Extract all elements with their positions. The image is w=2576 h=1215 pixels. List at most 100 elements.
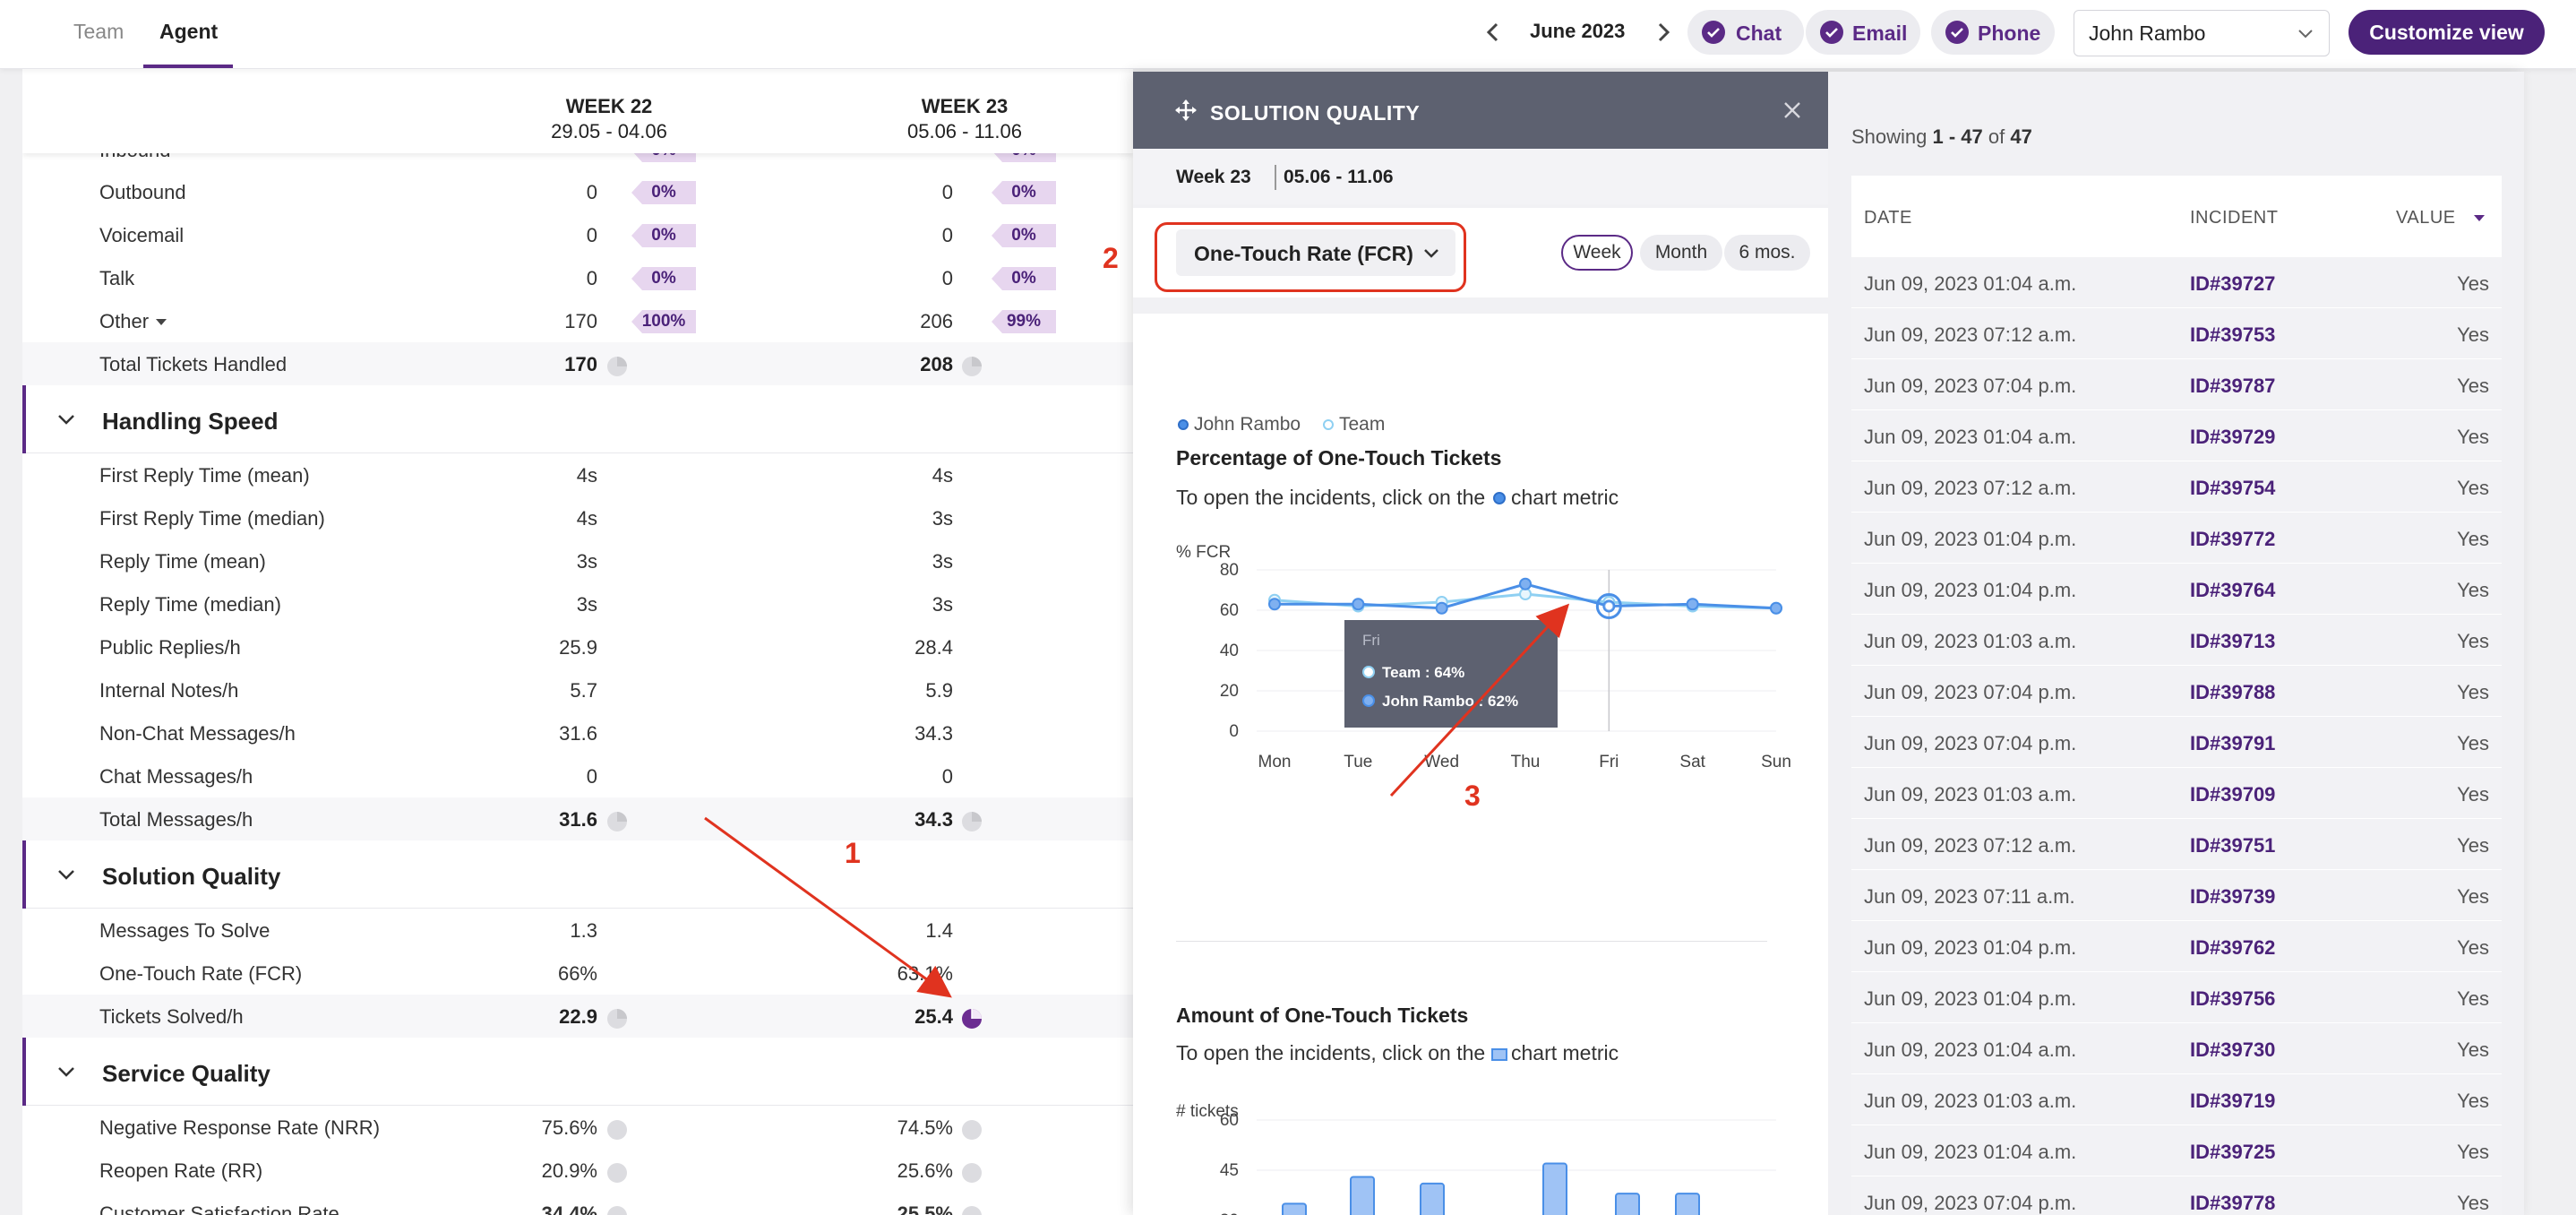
- close-icon[interactable]: [1782, 100, 1802, 120]
- sort-desc-icon[interactable]: [2473, 214, 2486, 223]
- incident-link[interactable]: ID#39727: [2190, 272, 2276, 295]
- gauge-icon[interactable]: [606, 1119, 628, 1141]
- range-month-button[interactable]: Month: [1640, 235, 1722, 271]
- data-point[interactable]: [1268, 598, 1281, 611]
- incident-row[interactable]: Jun 09, 2023 01:04 p.m. ID#39756 Yes: [1851, 971, 2502, 1023]
- channel-toggle-email[interactable]: Email: [1806, 10, 1920, 55]
- incident-link[interactable]: ID#39751: [2190, 834, 2276, 857]
- bar[interactable]: [1420, 1182, 1445, 1215]
- data-point[interactable]: [1435, 601, 1448, 615]
- incident-row[interactable]: Jun 09, 2023 01:04 a.m. ID#39730 Yes: [1851, 1022, 2502, 1074]
- incident-row[interactable]: Jun 09, 2023 01:04 a.m. ID#39727 Yes: [1851, 256, 2502, 308]
- incident-link[interactable]: ID#39725: [2190, 1141, 2276, 1163]
- highlighted-point-ring[interactable]: [1595, 593, 1622, 619]
- column-header-incident[interactable]: INCIDENT: [2190, 208, 2279, 228]
- bar[interactable]: [1542, 1162, 1567, 1215]
- table-row-expandable[interactable]: Other 170 100% 206 99%: [22, 299, 1133, 342]
- gauge-icon[interactable]: [606, 1162, 628, 1184]
- incident-row[interactable]: Jun 09, 2023 07:04 p.m. ID#39778 Yes: [1851, 1176, 2502, 1215]
- incident-row[interactable]: Jun 09, 2023 01:04 a.m. ID#39725 Yes: [1851, 1125, 2502, 1176]
- pie-icon[interactable]: [606, 356, 628, 377]
- incident-link[interactable]: ID#39719: [2190, 1090, 2276, 1112]
- section-solution-quality[interactable]: Solution Quality: [22, 840, 1133, 909]
- incident-link[interactable]: ID#39753: [2190, 323, 2276, 346]
- incident-link[interactable]: ID#39739: [2190, 885, 2276, 908]
- week23-value: 25.4: [914, 1005, 953, 1028]
- next-period-button[interactable]: [1650, 18, 1677, 47]
- tab-agent[interactable]: Agent: [159, 20, 219, 43]
- incident-link[interactable]: ID#39787: [2190, 375, 2276, 397]
- bar[interactable]: [1282, 1202, 1307, 1215]
- column-header-date[interactable]: DATE: [1864, 208, 1912, 228]
- pie-icon[interactable]: [606, 811, 628, 832]
- incident-row[interactable]: Jun 09, 2023 01:04 p.m. ID#39764 Yes: [1851, 563, 2502, 615]
- pie-icon-active[interactable]: [961, 1008, 983, 1030]
- incident-link[interactable]: ID#39764: [2190, 579, 2276, 601]
- gauge-icon[interactable]: [961, 1205, 983, 1215]
- incident-link[interactable]: ID#39791: [2190, 732, 2276, 754]
- incident-link[interactable]: ID#39709: [2190, 783, 2276, 806]
- incident-row[interactable]: Jun 09, 2023 07:12 a.m. ID#39753 Yes: [1851, 307, 2502, 359]
- row-label: Negative Response Rate (NRR): [99, 1116, 381, 1139]
- week22-value: 1.3: [570, 919, 597, 942]
- range-week-button[interactable]: Week: [1561, 235, 1633, 271]
- prev-period-button[interactable]: [1480, 18, 1507, 47]
- section-service-quality[interactable]: Service Quality: [22, 1038, 1133, 1106]
- bar-chart[interactable]: # tickets 30 45 60: [1133, 1093, 1828, 1215]
- data-point[interactable]: [1352, 598, 1365, 611]
- incident-link[interactable]: ID#39778: [2190, 1192, 2276, 1214]
- bar[interactable]: [1615, 1193, 1640, 1215]
- incident-row[interactable]: Jun 09, 2023 01:03 a.m. ID#39713 Yes: [1851, 614, 2502, 666]
- incident-row[interactable]: Jun 09, 2023 07:04 p.m. ID#39791 Yes: [1851, 716, 2502, 768]
- incident-link[interactable]: ID#39730: [2190, 1038, 2276, 1061]
- incident-row[interactable]: Jun 09, 2023 07:11 a.m. ID#39739 Yes: [1851, 869, 2502, 921]
- drawer-header: SOLUTION QUALITY: [1133, 72, 1828, 149]
- incident-row[interactable]: Jun 09, 2023 01:03 a.m. ID#39709 Yes: [1851, 767, 2502, 819]
- incident-row[interactable]: Jun 09, 2023 01:04 p.m. ID#39772 Yes: [1851, 512, 2502, 564]
- incident-link[interactable]: ID#39762: [2190, 936, 2276, 959]
- incident-link[interactable]: ID#39756: [2190, 987, 2276, 1010]
- gauge-icon[interactable]: [961, 1119, 983, 1141]
- incident-row[interactable]: Jun 09, 2023 01:04 p.m. ID#39762 Yes: [1851, 920, 2502, 972]
- data-point[interactable]: [1519, 577, 1532, 590]
- channel-toggle-phone[interactable]: Phone: [1931, 10, 2055, 55]
- tab-team[interactable]: Team: [73, 20, 125, 43]
- incident-link[interactable]: ID#39754: [2190, 477, 2276, 499]
- gauge-icon[interactable]: [606, 1205, 628, 1215]
- legend-team[interactable]: Team: [1339, 414, 1386, 435]
- table-row: Reopen Rate (RR) 20.9% 25.6%: [22, 1149, 1133, 1192]
- gauge-icon[interactable]: [961, 1162, 983, 1184]
- customize-view-button[interactable]: Customize view: [2348, 10, 2545, 55]
- results-of: of: [1988, 125, 2005, 148]
- incident-row[interactable]: Jun 09, 2023 01:04 a.m. ID#39729 Yes: [1851, 409, 2502, 461]
- bar[interactable]: [1675, 1193, 1700, 1215]
- y-tick-label: 30: [1220, 1211, 1239, 1215]
- incident-link[interactable]: ID#39772: [2190, 528, 2276, 550]
- column-header-value[interactable]: VALUE: [2396, 208, 2456, 228]
- incident-row[interactable]: Jun 09, 2023 07:04 p.m. ID#39788 Yes: [1851, 665, 2502, 717]
- incident-link[interactable]: ID#39729: [2190, 426, 2276, 448]
- bar[interactable]: [1350, 1176, 1375, 1215]
- pie-icon[interactable]: [961, 811, 983, 832]
- section-handling-speed[interactable]: Handling Speed: [22, 385, 1133, 453]
- week22-value: 66%: [557, 962, 597, 985]
- metric-dropdown[interactable]: One-Touch Rate (FCR): [1176, 229, 1455, 276]
- chart1-subtitle-suffix: chart metric: [1511, 486, 1619, 509]
- incident-row[interactable]: Jun 09, 2023 07:04 p.m. ID#39787 Yes: [1851, 358, 2502, 410]
- legend-agent[interactable]: John Rambo: [1194, 414, 1301, 435]
- pie-icon[interactable]: [961, 356, 983, 377]
- data-point[interactable]: [1770, 601, 1782, 615]
- incident-link[interactable]: ID#39788: [2190, 681, 2276, 703]
- incident-link[interactable]: ID#39713: [2190, 630, 2276, 652]
- x-tick-label: Sun: [1761, 753, 1791, 771]
- move-icon[interactable]: [1174, 99, 1198, 122]
- range-6mos-button[interactable]: 6 mos.: [1724, 235, 1810, 271]
- data-point[interactable]: [1686, 598, 1699, 611]
- agent-select[interactable]: John Rambo: [2074, 10, 2330, 56]
- incident-row[interactable]: Jun 09, 2023 01:03 a.m. ID#39719 Yes: [1851, 1073, 2502, 1125]
- incident-row[interactable]: Jun 09, 2023 07:12 a.m. ID#39751 Yes: [1851, 818, 2502, 870]
- pie-icon[interactable]: [606, 1008, 628, 1030]
- channel-toggle-chat[interactable]: Chat: [1687, 10, 1804, 55]
- incident-row[interactable]: Jun 09, 2023 07:12 a.m. ID#39754 Yes: [1851, 461, 2502, 513]
